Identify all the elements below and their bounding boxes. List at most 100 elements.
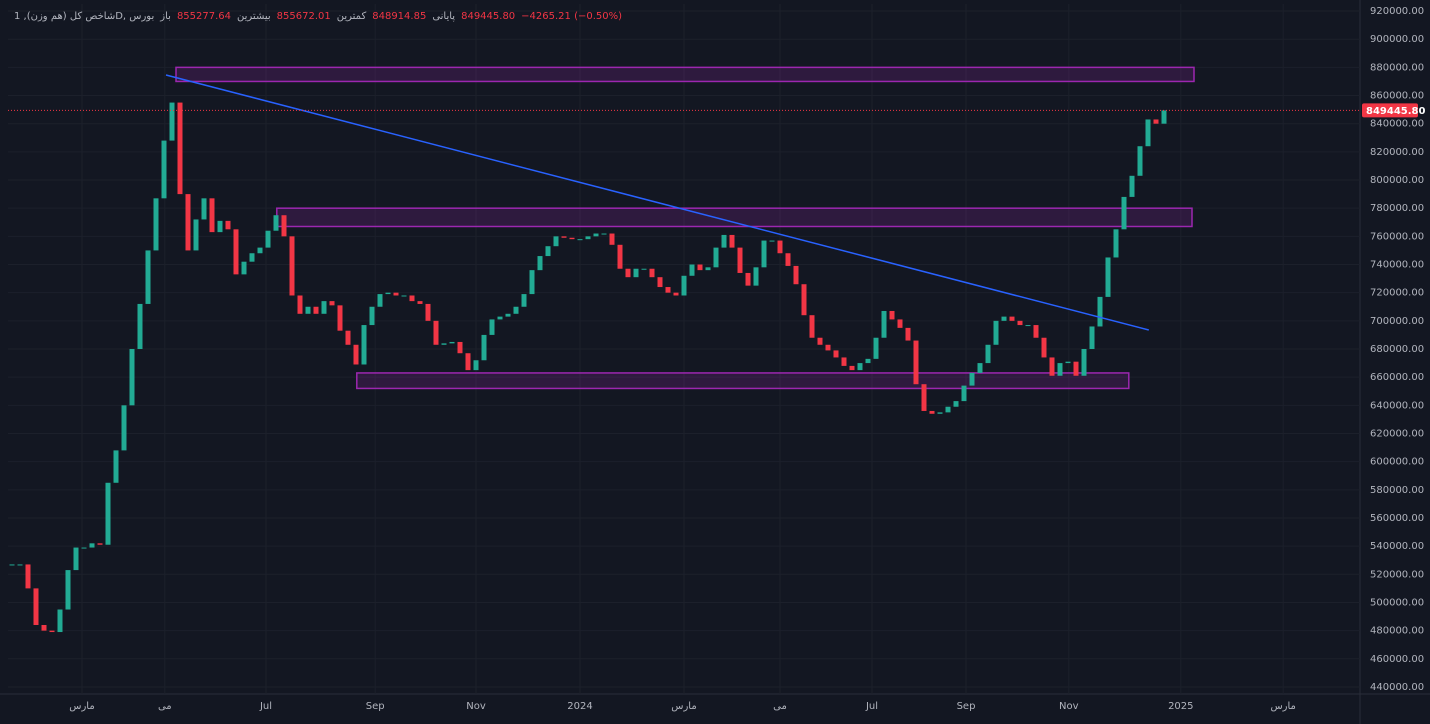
candle <box>313 306 319 314</box>
candle <box>961 385 967 402</box>
candle <box>377 294 383 307</box>
y-tick-label: 820000.00 <box>1370 147 1424 158</box>
candle <box>817 337 823 345</box>
close-label: پایانی <box>432 11 456 22</box>
open-label: باز <box>160 11 171 22</box>
zone <box>356 372 1130 390</box>
y-tick-label: 780000.00 <box>1370 203 1424 214</box>
y-tick-label: 800000.00 <box>1370 175 1424 186</box>
candle <box>553 236 559 247</box>
candle <box>393 292 399 296</box>
candle <box>369 306 375 326</box>
x-tick-label: Nov <box>1059 701 1079 712</box>
candle <box>1153 119 1159 124</box>
candle <box>57 609 63 633</box>
candle <box>489 319 495 335</box>
candle <box>521 294 527 307</box>
candle <box>697 264 703 271</box>
candle <box>1121 196 1127 230</box>
candle <box>81 547 87 549</box>
y-tick-label: 520000.00 <box>1370 569 1424 580</box>
high-label: بیشترین <box>237 11 271 22</box>
y-tick-label: 700000.00 <box>1370 316 1424 327</box>
candle <box>217 220 223 233</box>
candle <box>1057 363 1063 376</box>
candle <box>865 358 871 364</box>
candle <box>1009 316 1015 321</box>
change: −4265.21 (−0.50%) <box>521 11 623 22</box>
y-tick-label: 720000.00 <box>1370 288 1424 299</box>
candle <box>17 564 23 566</box>
trendline <box>165 74 1149 331</box>
candle <box>729 234 735 248</box>
x-tick-label: 2024 <box>567 701 592 712</box>
candle <box>769 240 775 242</box>
candle <box>1089 326 1095 349</box>
candle <box>473 360 479 371</box>
y-tick-label: 560000.00 <box>1370 513 1424 524</box>
y-tick-label: 600000.00 <box>1370 457 1424 468</box>
x-tick-label: Nov <box>466 701 486 712</box>
candle <box>161 140 167 199</box>
candle <box>793 265 799 285</box>
candle <box>337 305 343 331</box>
candle <box>65 570 71 610</box>
y-tick-label: 900000.00 <box>1370 34 1424 45</box>
candle <box>409 295 415 302</box>
candle <box>345 330 351 345</box>
candle <box>145 250 151 304</box>
candle <box>121 405 127 451</box>
candle <box>617 244 623 269</box>
candle <box>97 543 103 545</box>
x-tick-label: Jul <box>259 701 272 712</box>
candle <box>561 236 567 238</box>
candle <box>513 306 519 314</box>
candle <box>657 277 663 288</box>
candle <box>681 275 687 296</box>
candle <box>449 341 455 344</box>
candle <box>913 340 919 385</box>
candle <box>289 236 295 296</box>
candle <box>937 412 943 414</box>
zone <box>276 207 1193 228</box>
x-tick-label: Sep <box>957 701 976 712</box>
candle <box>1097 296 1103 327</box>
candle <box>633 268 639 278</box>
y-tick-label: 660000.00 <box>1370 372 1424 383</box>
candle <box>945 406 951 413</box>
y-tick-label: 440000.00 <box>1370 682 1424 693</box>
y-tick-label: 760000.00 <box>1370 231 1424 242</box>
candle <box>481 334 487 361</box>
x-tick-label: مارس <box>671 701 696 712</box>
candle <box>849 365 855 371</box>
candle <box>881 310 887 338</box>
x-tick-label: 2025 <box>1168 701 1193 712</box>
candle <box>625 268 631 278</box>
last-price-label: 849445.80 <box>1366 106 1426 117</box>
candle <box>273 215 279 231</box>
candle <box>641 268 647 270</box>
candle <box>137 303 143 349</box>
candle <box>969 372 975 386</box>
candle <box>353 344 359 365</box>
candle <box>129 349 135 406</box>
candle <box>1137 146 1143 176</box>
candle <box>673 292 679 296</box>
x-tick-label: می <box>773 701 787 712</box>
candle <box>873 337 879 359</box>
last-price-tag <box>1362 103 1418 118</box>
candle <box>537 256 543 271</box>
candle <box>545 246 551 257</box>
y-tick-label: 840000.00 <box>1370 119 1424 130</box>
candle <box>361 325 367 365</box>
candle <box>321 301 327 314</box>
candle <box>233 229 239 275</box>
candle <box>1105 257 1111 297</box>
candle <box>1113 229 1119 258</box>
candle <box>281 215 287 237</box>
candle <box>1081 349 1087 376</box>
candle <box>417 301 423 304</box>
candle <box>33 588 39 625</box>
candle <box>841 357 847 366</box>
